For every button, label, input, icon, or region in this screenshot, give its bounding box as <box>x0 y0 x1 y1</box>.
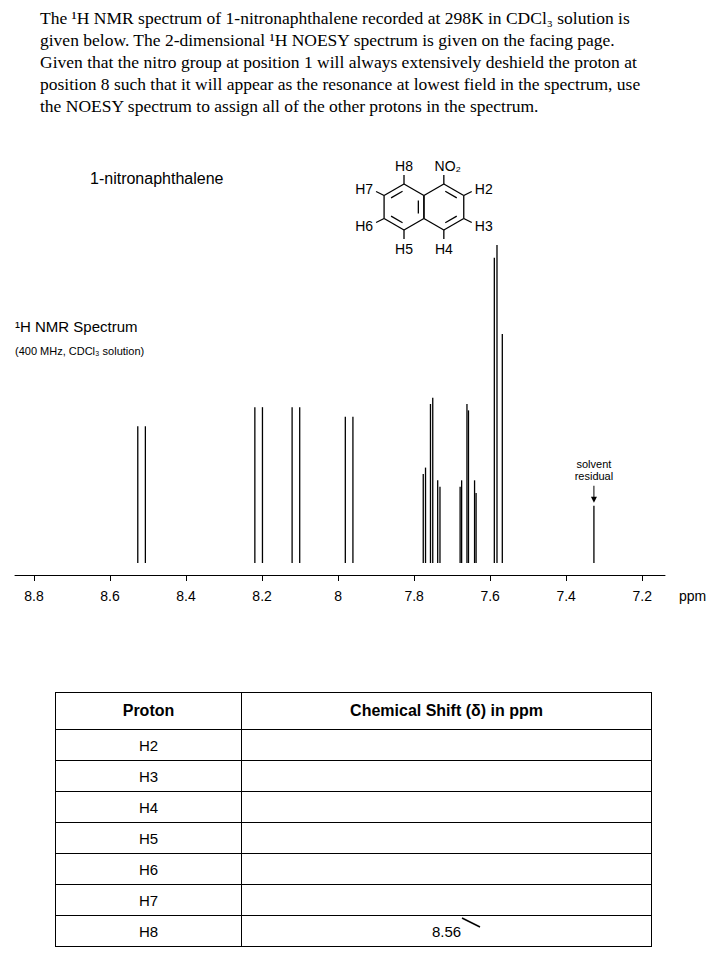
html-text:8.56: 8.56 <box>431 922 462 940</box>
html-text:Chemical Shift (δ) in ppm: Chemical Shift (δ) in ppm <box>350 702 543 719</box>
html-text:given below. The 2-dimensional: given below. The 2-dimensional ¹H NOESY … <box>40 30 615 50</box>
svg-text:H4: H4 <box>435 241 453 257</box>
svg-text:H5: H5 <box>395 241 413 257</box>
svg-text:7.6: 7.6 <box>480 588 500 604</box>
html-text:the NOESY spectrum to assign a: the NOESY spectrum to assign all of the … <box>40 96 539 116</box>
html-text:H4: H4 <box>138 798 159 816</box>
html-text:1-nitronaphthalene: 1-nitronaphthalene <box>90 170 224 187</box>
html-text:H8: H8 <box>138 922 159 940</box>
svg-text:7.4: 7.4 <box>556 588 576 604</box>
svg-text:8.8: 8.8 <box>24 588 44 604</box>
svg-text:H6: H6 <box>355 218 373 234</box>
html-text:¹H NMR Spectrum: ¹H NMR Spectrum <box>15 318 138 335</box>
svg-text:8.6: 8.6 <box>100 588 120 604</box>
svg-text:H3: H3 <box>475 218 493 234</box>
html-text:H6: H6 <box>138 860 159 878</box>
html-text:H2: H2 <box>138 736 159 754</box>
svg-text:ppm: ppm <box>679 588 706 604</box>
html-text:(400 MHz, CDCl₃ solution): (400 MHz, CDCl₃ solution) <box>15 345 145 357</box>
html-text:Given that the nitro group at: Given that the nitro group at position 1… <box>40 52 637 72</box>
svg-text:8: 8 <box>334 588 342 604</box>
svg-text:H2: H2 <box>475 181 493 197</box>
svg-text:8.2: 8.2 <box>252 588 272 604</box>
svg-text:H7: H7 <box>355 181 373 197</box>
html-text:position 8 such that it will a: position 8 such that it will appear as t… <box>40 74 641 94</box>
svg-text:H8: H8 <box>395 158 413 174</box>
svg-text:7.2: 7.2 <box>632 588 652 604</box>
html-text:H5: H5 <box>138 829 159 847</box>
svg-text:7.8: 7.8 <box>404 588 424 604</box>
html-text:H3: H3 <box>138 767 159 785</box>
svg-text:residual: residual <box>575 470 614 482</box>
svg-text:8.4: 8.4 <box>176 588 196 604</box>
svg-text:NO₂: NO₂ <box>435 158 461 174</box>
html-text:The ¹H NMR spectrum of 1-nitro: The ¹H NMR spectrum of 1-nitronaphthalen… <box>40 8 630 28</box>
html-text:Proton: Proton <box>122 702 175 719</box>
svg-text:solvent: solvent <box>576 458 611 470</box>
html-text:H7: H7 <box>138 891 159 909</box>
